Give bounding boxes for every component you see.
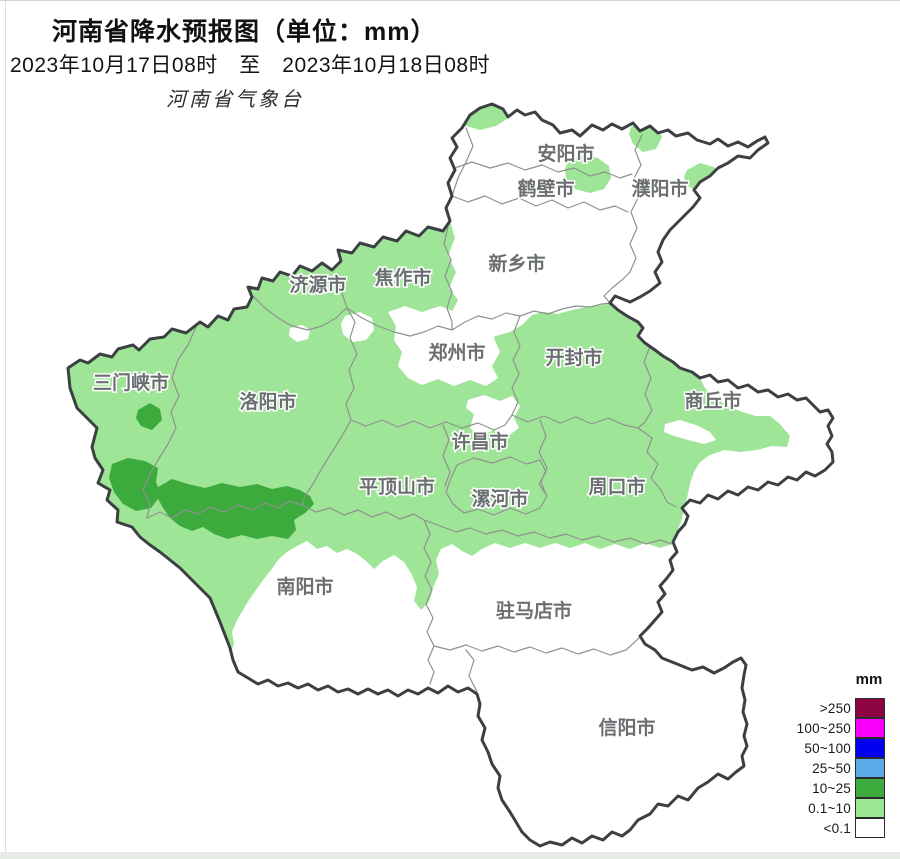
city-label: 信阳市 (598, 716, 655, 739)
city-label: 南阳市 (276, 575, 333, 598)
forecast-date-range: 2023年10月17日08时 至 2023年10月18日08时 (10, 54, 491, 77)
top-edge-line (0, 0, 900, 1)
city-label: 开封市 (545, 346, 602, 369)
city-label: 平顶山市 (359, 475, 435, 498)
precip-holes-white (289, 306, 716, 444)
precip-region-moderate (109, 403, 314, 539)
city-label: 焦作市 (373, 266, 431, 289)
left-edge-line (5, 0, 6, 859)
city-label: 周口市 (588, 475, 645, 498)
agency-name: 河南省气象台 (166, 87, 304, 111)
city-label: 商丘市 (684, 389, 741, 412)
city-label: 濮阳市 (631, 177, 688, 200)
city-label: 驻马店市 (496, 599, 572, 622)
city-label: 三门峡市 (93, 371, 169, 394)
city-label: 漯河市 (471, 487, 528, 510)
city-boundaries (142, 127, 677, 693)
city-label: 郑州市 (428, 341, 485, 364)
page-title: 河南省降水预报图（单位：mm） (52, 18, 437, 46)
city-label: 济源市 (289, 273, 346, 296)
bottom-strip (0, 852, 900, 859)
city-label: 新乡市 (488, 252, 545, 275)
city-label: 鹤壁市 (517, 177, 574, 200)
precip-region-light (68, 221, 790, 668)
city-label: 洛阳市 (239, 390, 296, 413)
city-label: 许昌市 (451, 430, 508, 453)
city-label: 安阳市 (537, 142, 594, 165)
province-boundary (66, 102, 835, 848)
